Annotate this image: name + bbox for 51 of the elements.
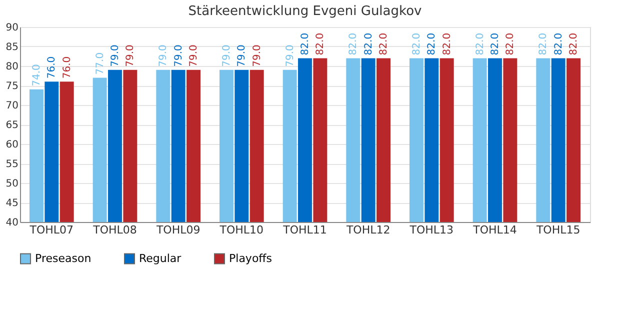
data-label: 77.0 [94,52,106,75]
data-label: 79.0 [252,44,263,67]
data-label: 79.0 [236,44,248,67]
data-label: 82.0 [490,32,501,56]
data-label: 82.0 [553,32,564,56]
x-tick-label: TOHL09 [155,224,200,236]
chart-title: Stärkeentwicklung Evgeni Gulagkov [188,4,422,19]
legend-label: Regular [139,252,182,265]
legend-label: Preseason [35,252,92,265]
data-label: 79.0 [158,44,170,67]
x-tick-label: TOHL13 [408,224,454,236]
data-label: 79.0 [284,44,296,67]
y-tick-label: 90 [6,22,18,34]
x-tick-label: TOHL15 [535,224,580,236]
y-tick-label: 75 [6,81,18,92]
data-label: 82.0 [411,32,422,56]
data-label: 82.0 [348,32,360,56]
data-label: 74.0 [31,64,42,86]
data-label: 79.0 [173,44,184,67]
x-tick-label: TOHL08 [92,224,137,236]
data-label: 82.0 [505,32,516,56]
y-tick-label: 80 [6,62,18,72]
data-label: 82.0 [538,32,550,56]
data-label: 79.0 [188,44,200,67]
x-tick-label: TOHL10 [218,224,264,236]
data-label: 82.0 [568,32,580,56]
y-tick-label: 55 [6,159,18,170]
y-tick-label: 40 [6,218,18,228]
y-tick-label: 45 [6,198,18,209]
data-label: 79.0 [221,44,232,67]
legend-label: Playoffs [229,252,272,265]
y-tick-label: 65 [6,120,18,131]
data-label: 79.0 [110,44,121,67]
data-label: 76.0 [62,56,73,79]
data-label: 82.0 [378,32,390,56]
data-label: 82.0 [363,32,374,56]
x-tick-label: TOHL12 [345,224,390,236]
data-label: 82.0 [426,32,438,56]
x-tick-label: TOHL14 [472,224,517,236]
x-tick-label: TOHL07 [28,224,74,236]
x-tick-label: TOHL11 [282,224,327,236]
y-tick-label: 70 [6,100,18,112]
data-label: 79.0 [125,44,136,67]
y-tick-label: 85 [6,42,18,53]
data-label: 76.0 [46,56,58,79]
data-label: 82.0 [474,32,486,56]
y-tick-label: 50 [6,178,18,190]
y-tick-label: 60 [6,140,18,150]
data-label: 82.0 [442,32,453,56]
data-label: 82.0 [315,32,326,56]
data-label: 82.0 [300,32,311,56]
